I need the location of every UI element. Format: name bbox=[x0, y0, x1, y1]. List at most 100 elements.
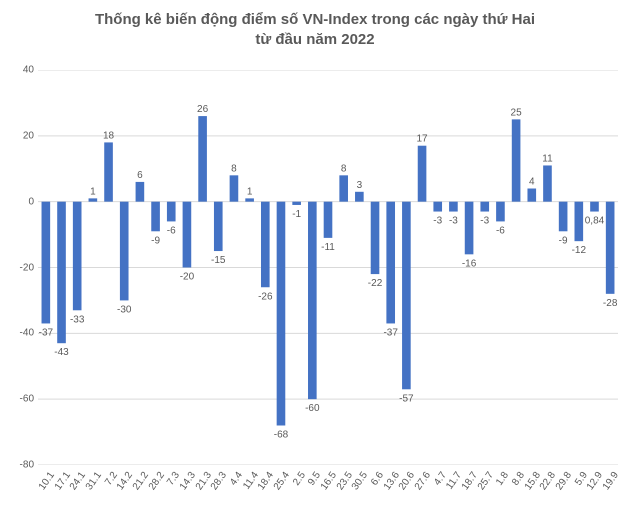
bar-value-label: -37 bbox=[39, 327, 54, 338]
bar-value-label: -22 bbox=[368, 278, 383, 289]
bar-value-label: -30 bbox=[117, 304, 132, 315]
bar bbox=[480, 202, 489, 212]
bar-value-label: 6 bbox=[137, 170, 143, 181]
x-tick-label: 10.1 bbox=[37, 470, 57, 492]
bar-value-label: -3 bbox=[433, 216, 442, 227]
bar bbox=[151, 202, 160, 232]
bar bbox=[292, 202, 301, 205]
bar-value-label: 26 bbox=[197, 104, 209, 115]
bar bbox=[543, 165, 552, 201]
x-tick-label: 24.1 bbox=[68, 470, 88, 492]
bar-value-label: -37 bbox=[383, 327, 398, 338]
y-tick-label: 20 bbox=[4, 130, 34, 141]
bar-value-label: 3 bbox=[357, 180, 363, 191]
plot-area: -37-43-33118-306-9-6-2026-1581-26-68-1-6… bbox=[38, 70, 618, 465]
bar bbox=[590, 202, 599, 212]
bar bbox=[512, 119, 521, 201]
x-tick-label: 19.9 bbox=[601, 470, 621, 492]
chart-container: -37-43-33118-306-9-6-2026-1581-26-68-1-6… bbox=[38, 70, 618, 465]
x-tick-label: 17.1 bbox=[52, 470, 72, 492]
bar bbox=[104, 142, 113, 201]
x-tick-label: 22.8 bbox=[538, 470, 558, 492]
bar-value-label: -6 bbox=[496, 225, 505, 236]
bar bbox=[371, 202, 380, 274]
x-tick-label: 11.7 bbox=[445, 470, 465, 492]
bar-value-label: -12 bbox=[572, 245, 587, 256]
x-tick-label: 1.8 bbox=[494, 470, 511, 488]
chart-title: Thống kê biến động điểm số VN-Index tron… bbox=[0, 0, 630, 53]
x-tick-label: 16.5 bbox=[319, 470, 339, 492]
bar-value-label: 1 bbox=[90, 186, 96, 197]
bar bbox=[136, 182, 145, 202]
bar-value-label: -43 bbox=[54, 347, 69, 358]
bar-value-label: -57 bbox=[399, 393, 414, 404]
bar-value-label: -9 bbox=[151, 235, 160, 246]
bar-value-label: -15 bbox=[211, 255, 226, 266]
x-tick-label: 27.6 bbox=[413, 470, 433, 492]
bar-value-label: -6 bbox=[167, 225, 176, 236]
x-axis-labels: 10.117.124.131.17.214.221.228.27.314.321… bbox=[38, 468, 618, 518]
bar-value-label: -60 bbox=[305, 403, 320, 414]
x-tick-label: 25.4 bbox=[272, 470, 292, 492]
bar-value-label: 1 bbox=[247, 186, 253, 197]
bar bbox=[89, 198, 98, 201]
title-line-1: Thống kê biến động điểm số VN-Index tron… bbox=[95, 11, 535, 28]
bar-value-label: -68 bbox=[274, 430, 289, 441]
bar bbox=[324, 202, 333, 238]
bar-value-label: -3 bbox=[480, 216, 489, 227]
bar bbox=[167, 202, 176, 222]
x-tick-label: 28.3 bbox=[209, 470, 229, 492]
bar-value-label: 0,84 bbox=[585, 216, 605, 227]
bar bbox=[386, 202, 395, 324]
bar bbox=[449, 202, 458, 212]
x-tick-label: 18.7 bbox=[460, 470, 480, 492]
x-tick-label: 11.4 bbox=[241, 470, 261, 492]
bar-value-label: -33 bbox=[70, 314, 85, 325]
bar bbox=[559, 202, 568, 232]
y-tick-label: 40 bbox=[4, 65, 34, 76]
bar bbox=[402, 202, 411, 390]
bar bbox=[198, 116, 207, 202]
x-tick-label: 20.6 bbox=[397, 470, 417, 492]
bar bbox=[183, 202, 192, 268]
bar bbox=[355, 192, 364, 202]
bar bbox=[42, 202, 51, 324]
bar bbox=[261, 202, 270, 288]
bar-value-label: 4 bbox=[529, 177, 535, 188]
y-tick-label: -20 bbox=[4, 262, 34, 273]
bar-value-label: 8 bbox=[341, 163, 347, 174]
bar bbox=[527, 189, 536, 202]
bar-value-label: -20 bbox=[180, 272, 195, 283]
y-tick-label: -40 bbox=[4, 328, 34, 339]
x-tick-label: 2.5 bbox=[291, 470, 308, 488]
x-tick-label: 31.1 bbox=[84, 470, 104, 492]
bar bbox=[606, 202, 615, 294]
bars bbox=[42, 116, 615, 425]
bar bbox=[73, 202, 82, 311]
x-tick-label: 14.3 bbox=[178, 470, 198, 492]
bar bbox=[230, 175, 239, 201]
x-tick-label: 18.4 bbox=[256, 470, 276, 492]
x-tick-label: 21.2 bbox=[131, 470, 151, 492]
x-tick-label: 29.8 bbox=[554, 470, 574, 492]
bar-value-label: -3 bbox=[449, 216, 458, 227]
bar-value-label: -1 bbox=[292, 209, 301, 220]
bar bbox=[496, 202, 505, 222]
y-tick-label: -60 bbox=[4, 394, 34, 405]
bar bbox=[433, 202, 442, 212]
bar-value-label: -9 bbox=[559, 235, 568, 246]
bar-value-label: -16 bbox=[462, 258, 477, 269]
x-tick-label: 28.2 bbox=[146, 470, 166, 492]
bar bbox=[214, 202, 223, 251]
bar bbox=[277, 202, 286, 426]
y-tick-label: 0 bbox=[4, 196, 34, 207]
bar bbox=[418, 146, 427, 202]
bar bbox=[120, 202, 129, 301]
bar bbox=[575, 202, 584, 242]
x-tick-label: 12.9 bbox=[585, 470, 605, 492]
bar-value-label: 17 bbox=[416, 134, 428, 145]
x-tick-label: 30.5 bbox=[350, 470, 370, 492]
bar-value-label: -26 bbox=[258, 291, 273, 302]
bar bbox=[57, 202, 66, 344]
bar bbox=[465, 202, 474, 255]
